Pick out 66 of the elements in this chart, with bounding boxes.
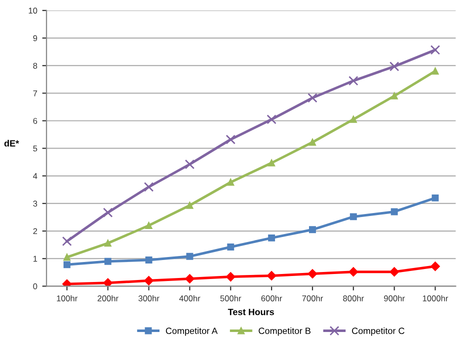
x-tick-label: 600hr [261, 295, 282, 302]
y-tick-label: 3 [33, 200, 38, 207]
x-tick-label: 900hr [384, 295, 405, 302]
y-tick-label: 5 [33, 146, 38, 152]
point [227, 178, 234, 186]
point [226, 272, 236, 282]
legend-label: Competitor C [352, 327, 404, 336]
point [184, 159, 195, 170]
point [432, 194, 439, 202]
point [266, 271, 276, 280]
x-tick-label: 800hr [343, 295, 364, 302]
x-tick-label: 700hr [302, 295, 323, 302]
x-tick-label: 1000hr [422, 295, 448, 302]
y-tick-label: 7 [33, 90, 38, 96]
y-tick-label: 9 [33, 35, 38, 42]
legend-label: Competitor A [166, 327, 218, 336]
y-tick-label: 2 [33, 228, 38, 234]
point [227, 244, 234, 250]
point [350, 116, 357, 123]
point [309, 138, 316, 146]
point [348, 267, 358, 276]
x-tick-label: 200hr [98, 295, 118, 302]
point [144, 182, 154, 192]
y-tick-label: 8 [33, 62, 38, 69]
y-tick-label: 1 [33, 256, 38, 262]
point [145, 256, 152, 264]
y-tick-label: 0 [33, 283, 38, 290]
point [390, 208, 398, 216]
x-tick-label: 500hr [220, 295, 242, 302]
point [186, 252, 194, 260]
point [348, 76, 358, 86]
point [104, 258, 112, 265]
point [309, 226, 316, 234]
point [103, 278, 113, 286]
point [145, 222, 152, 229]
point [389, 62, 400, 72]
y-tick-label: 6 [33, 118, 38, 124]
y-tick-label: 4 [33, 173, 38, 179]
point [266, 114, 276, 124]
point [308, 93, 318, 103]
point [430, 45, 440, 55]
x-tick-label: 400hr [179, 295, 200, 302]
y-tick-label: 10 [28, 8, 38, 14]
point [226, 134, 236, 144]
x-tick-label: 100hr [56, 295, 78, 302]
point [432, 68, 439, 75]
point [390, 92, 398, 100]
point [185, 274, 194, 284]
point [390, 267, 399, 276]
x-tick-label: 300hr [138, 295, 160, 302]
point [268, 234, 276, 242]
point [103, 208, 113, 218]
point [350, 213, 357, 220]
point [63, 254, 70, 261]
x-axis-title: Test Hours [228, 308, 274, 316]
point [144, 276, 154, 286]
point [430, 262, 440, 271]
point [268, 159, 276, 166]
point [186, 202, 194, 209]
point [104, 240, 112, 247]
point [62, 236, 72, 246]
point [62, 279, 72, 286]
legend-label: Competitor B [258, 327, 310, 336]
point [63, 261, 70, 268]
y-axis-title: dE* [4, 140, 20, 147]
point [308, 269, 318, 278]
